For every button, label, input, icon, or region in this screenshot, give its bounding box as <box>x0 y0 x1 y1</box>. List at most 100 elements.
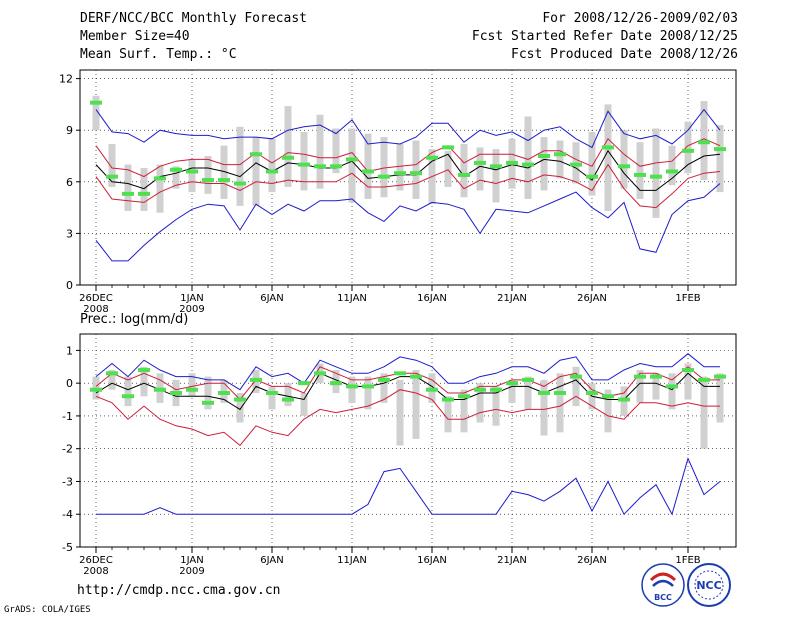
bcc-logo-text: BCC <box>654 593 672 602</box>
spread-box <box>380 373 388 403</box>
spread-box <box>332 128 340 174</box>
marker <box>218 178 230 183</box>
marker <box>378 174 390 179</box>
spread-box <box>668 145 676 186</box>
x-tick-label: 21JAN <box>497 293 527 304</box>
marker <box>154 387 166 392</box>
spread-box <box>252 137 260 206</box>
marker <box>266 390 278 395</box>
marker <box>314 164 326 169</box>
spread-box <box>700 376 708 449</box>
marker <box>106 371 118 376</box>
marker <box>314 371 326 376</box>
marker <box>570 374 582 379</box>
marker <box>490 387 502 392</box>
marker <box>474 387 486 392</box>
marker <box>362 384 374 389</box>
spread-box <box>188 373 196 397</box>
spread-box <box>636 370 644 403</box>
x-tick-label: 11JAN <box>337 293 367 304</box>
spread-box <box>156 164 164 213</box>
x-tick-label: 16JAN <box>417 293 447 304</box>
spread-box <box>316 114 324 189</box>
spread-box <box>396 379 404 446</box>
marker <box>218 390 230 395</box>
spread-box <box>92 95 100 131</box>
spread-box <box>268 138 276 193</box>
marker <box>618 164 630 169</box>
series-line-min <box>95 183 721 262</box>
spread-box <box>204 156 212 194</box>
series-line-lower <box>95 163 721 209</box>
y-tick-label: -5 <box>62 541 73 554</box>
x-tick-label: 26JAN <box>577 555 607 566</box>
spread-box <box>476 383 484 423</box>
x-tick-label: 26DEC <box>79 293 113 304</box>
figure-title: DERF/NCC/BCC Monthly Forecast <box>80 11 307 26</box>
marker <box>346 157 358 162</box>
spread-box <box>620 130 628 189</box>
marker <box>474 160 486 165</box>
x-tick-label: 1FEB <box>675 293 700 304</box>
spread-box <box>380 137 388 198</box>
marker <box>138 191 150 196</box>
spread-box <box>716 125 724 193</box>
chart-title: Prec.: log(mm/d) <box>80 312 188 327</box>
forecast-period: For 2008/12/26-2009/02/03 <box>542 11 738 26</box>
marker <box>634 374 646 379</box>
spread-box <box>412 370 420 439</box>
marker <box>714 147 726 152</box>
marker <box>282 155 294 160</box>
marker <box>202 178 214 183</box>
spread-box <box>476 147 484 191</box>
marker <box>618 397 630 402</box>
marker <box>554 390 566 395</box>
marker <box>186 169 198 174</box>
spread-box <box>172 166 180 189</box>
marker <box>186 387 198 392</box>
y-tick-label: 1 <box>66 344 73 357</box>
spread-box <box>716 373 724 423</box>
marker <box>506 160 518 165</box>
marker <box>666 169 678 174</box>
marker <box>170 167 182 172</box>
marker <box>602 145 614 150</box>
spread-box <box>236 392 244 423</box>
marker <box>90 387 102 392</box>
forecast-start-date: Fcst Started Refer Date 2008/12/25 <box>471 29 738 44</box>
y-tick-label: -1 <box>62 410 73 423</box>
source-url[interactable]: http://cmdp.ncc.cma.gov.cn <box>77 583 281 598</box>
spread-box <box>220 145 228 199</box>
marker <box>394 371 406 376</box>
marker <box>170 390 182 395</box>
spread-box <box>492 386 500 426</box>
spread-box <box>348 376 356 403</box>
grads-credit: GrADS: COLA/IGES <box>4 605 91 615</box>
marker <box>602 394 614 399</box>
marker <box>266 169 278 174</box>
marker <box>522 377 534 382</box>
spread-box <box>556 373 564 433</box>
spread-box <box>108 370 116 390</box>
marker <box>234 181 246 186</box>
spread-box <box>572 366 580 407</box>
spread-box <box>188 159 196 193</box>
marker <box>330 164 342 169</box>
marker <box>234 397 246 402</box>
spread-box <box>444 150 452 187</box>
plot-frame <box>79 69 737 286</box>
spread-box <box>668 373 676 410</box>
spread-box <box>108 143 116 187</box>
marker <box>458 394 470 399</box>
logos: BCC NCC <box>641 563 731 607</box>
variable-label: Mean Surf. Temp.: °C <box>80 47 237 62</box>
marker <box>426 155 438 160</box>
marker <box>682 368 694 373</box>
marker <box>650 374 662 379</box>
marker <box>490 164 502 169</box>
x-tick-label: 1JAN <box>180 293 203 304</box>
marker <box>282 397 294 402</box>
marker <box>90 100 102 105</box>
